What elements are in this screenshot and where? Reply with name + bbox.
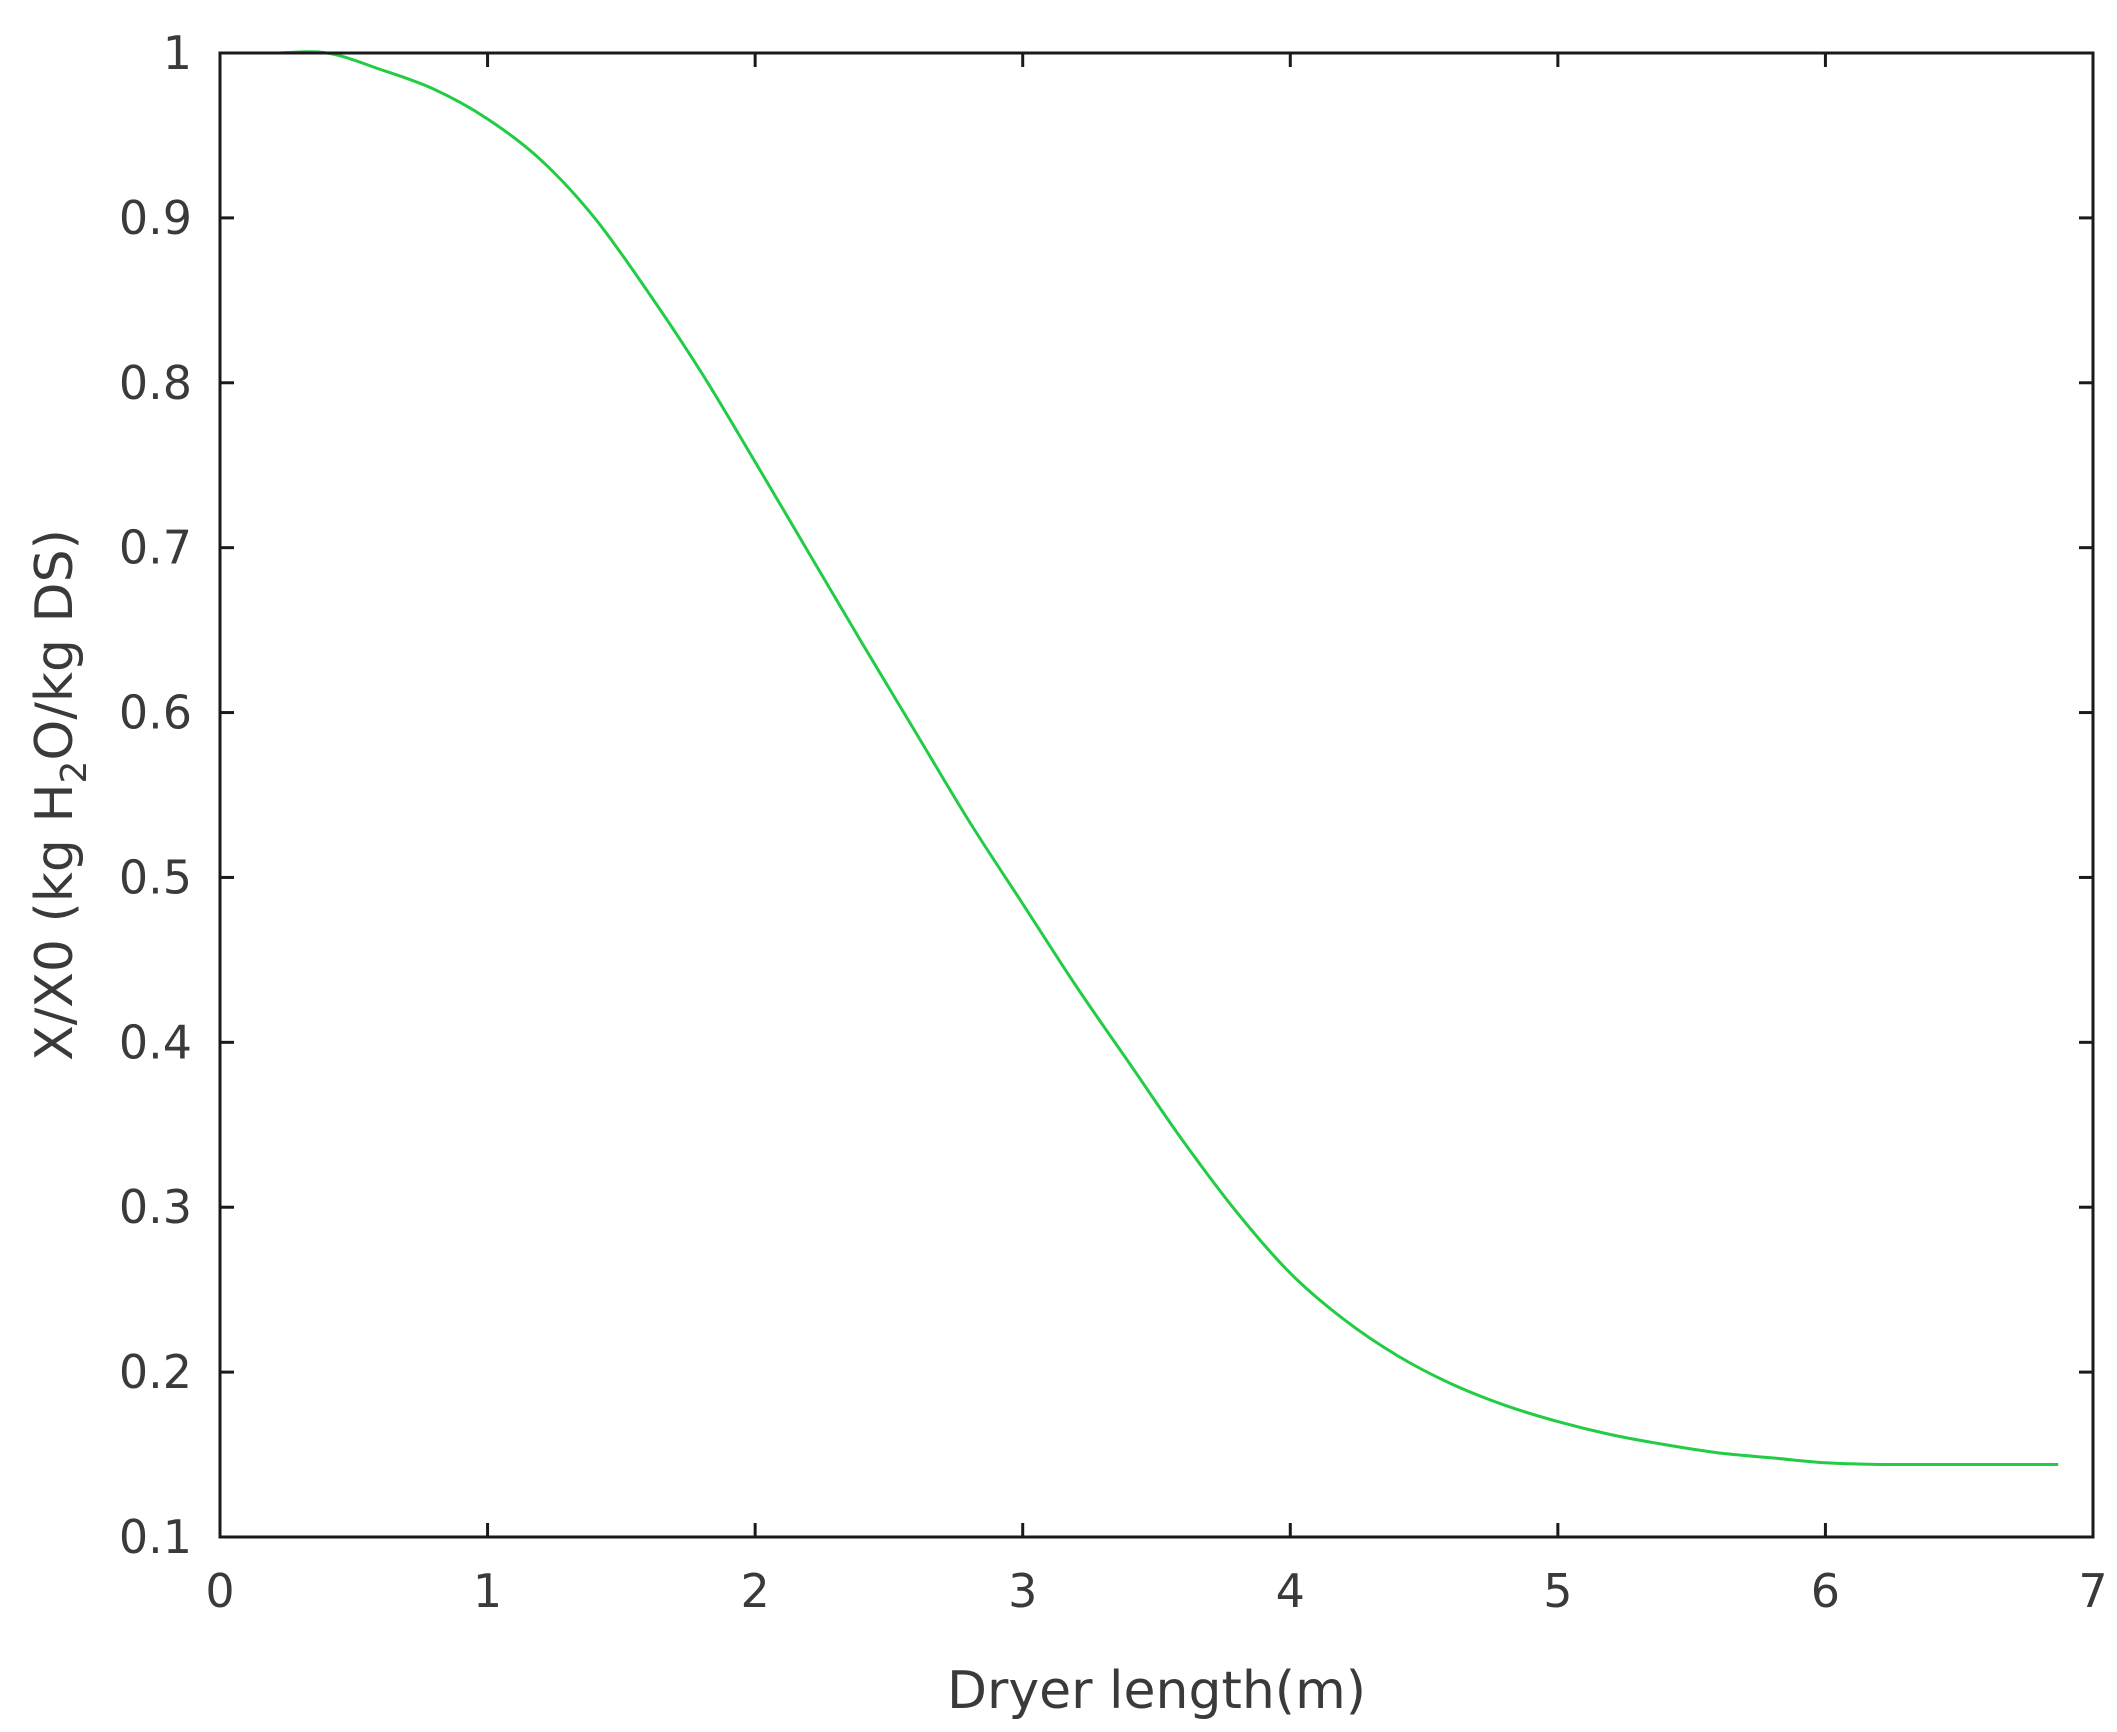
- series-layer: [220, 50, 2059, 1467]
- y-tick-label: 0.7: [119, 521, 192, 575]
- series-line: [220, 50, 2059, 1467]
- x-tick-label: 1: [473, 1564, 502, 1618]
- x-tick-label: 6: [1811, 1564, 1840, 1618]
- y-tick-label: 0.3: [119, 1180, 192, 1234]
- y-axis-label-subscript: 2: [54, 761, 95, 784]
- axis-ticks: [218, 51, 2095, 1539]
- y-tick-label: 0.9: [119, 191, 192, 245]
- y-axis-label-suffix: O/kg DS): [25, 529, 85, 760]
- y-tick-label: 0.4: [119, 1015, 192, 1069]
- y-tick-label: 0.6: [119, 686, 192, 740]
- y-tick-labels: 0.1 0.2 0.3 0.4 0.5 0.6 0.7 0.8 0.9 1: [119, 26, 192, 1564]
- x-tick-label: 5: [1543, 1564, 1572, 1618]
- x-tick-label: 2: [741, 1564, 770, 1618]
- x-tick-label: 7: [2078, 1564, 2107, 1618]
- y-tick-label: 0.2: [119, 1345, 192, 1399]
- y-tick-label: 0.8: [119, 356, 192, 410]
- y-tick-label: 1: [163, 26, 192, 80]
- y-axis-label: X/X0 (kg H2O/kg DS): [25, 529, 95, 1061]
- x-tick-label: 0: [205, 1564, 234, 1618]
- x-tick-label: 4: [1276, 1564, 1305, 1618]
- x-axis-label: Dryer length(m): [947, 1661, 1366, 1721]
- x-tick-label: 3: [1008, 1564, 1037, 1618]
- y-axis-label-prefix: X/X0 (kg H: [25, 783, 85, 1060]
- y-tick-label: 0.1: [119, 1510, 192, 1564]
- x-tick-labels: 0 1 2 3 4 5 6 7: [205, 1564, 2107, 1618]
- y-tick-label: 0.5: [119, 850, 192, 904]
- plot-frame: [218, 51, 2095, 1539]
